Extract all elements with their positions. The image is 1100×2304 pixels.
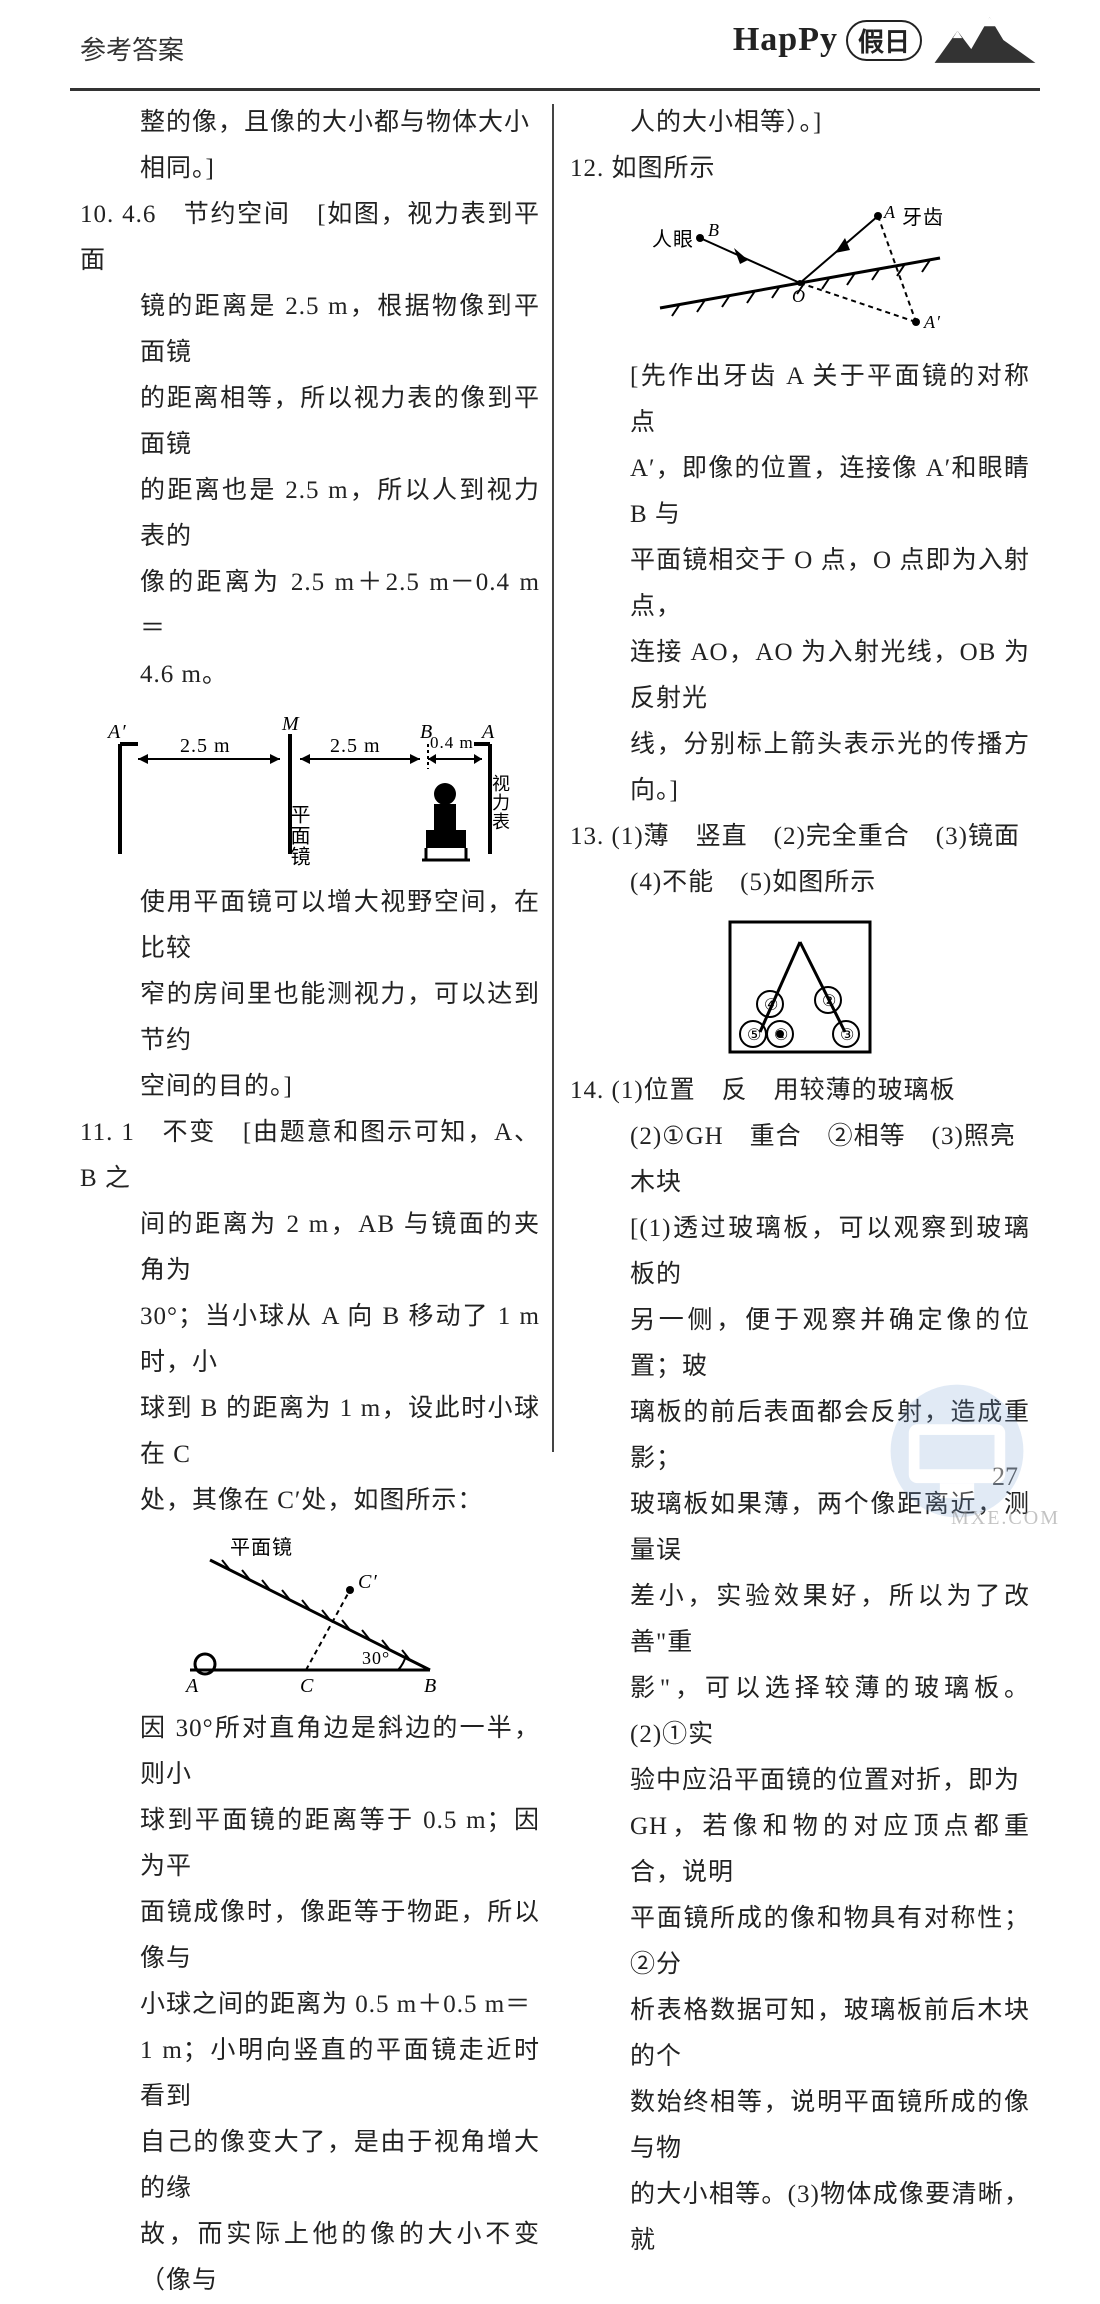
header-underline <box>70 88 1040 91</box>
q10-line: 像的距离为 2.5 m＋2.5 m－0.4 m＝ <box>80 560 540 652</box>
svg-text:平面镜: 平面镜 <box>287 804 310 867</box>
svg-text:A′: A′ <box>106 721 127 743</box>
q11-line: 1 m；小明向竖直的平面镜走近时看到 <box>80 2028 540 2120</box>
q11-line: 11. 1 不变 [由题意和图示可知，A、B 之 <box>80 1110 540 1202</box>
q14-line: 验中应沿平面镜的位置对折，即为 <box>570 1758 1030 1804</box>
q14-line: 的大小相等。(3)物体成像要清晰，就 <box>570 2172 1030 2264</box>
q12-head: 12. 如图所示 <box>570 146 1030 192</box>
page-header: 参考答案 HapPy 假日 <box>0 0 1100 92</box>
svg-text:B: B <box>708 220 720 240</box>
svg-text:A: A <box>883 202 896 222</box>
svg-text:人眼: 人眼 <box>652 228 694 251</box>
brand-block: HapPy 假日 <box>733 10 1040 70</box>
svg-text:B: B <box>424 1675 437 1697</box>
q10-line: 10. 4.6 节约空间 [如图，视力表到平面 <box>80 192 540 284</box>
brand-word: HapPy <box>733 21 838 59</box>
q14-line: 另一侧，便于观察并确定像的位置；玻 <box>570 1298 1030 1390</box>
q11-line: 小球之间的距离为 0.5 m＋0.5 m＝ <box>80 1982 540 2028</box>
q12-line: A′，即像的位置，连接像 A′和眼睛 B 与 <box>570 446 1030 538</box>
q14-line: 析表格数据可知，玻璃板前后木块的个 <box>570 1988 1030 2080</box>
svg-text:A: A <box>480 721 495 743</box>
q10-line: 窄的房间里也能测视力，可以达到节约 <box>80 972 540 1064</box>
svg-text:M: M <box>281 713 300 735</box>
mountain-icon <box>930 10 1040 70</box>
q10-line: 镜的距离是 2.5 m，根据物像到平面镜 <box>80 284 540 376</box>
q10-line: 4.6 m。 <box>80 652 540 698</box>
q11-line: 间的距离为 2 m，AB 与镜面的夹角为 <box>80 1202 540 1294</box>
q14-line: 差小，实验效果好，所以为了改善"重 <box>570 1574 1030 1666</box>
svg-text:牙齿: 牙齿 <box>902 206 944 229</box>
column-divider <box>552 104 554 1452</box>
q10-line: 使用平面镜可以增大视野空间，在比较 <box>80 880 540 972</box>
q11-line: 面镜成像时，像距等于物距，所以像与 <box>80 1890 540 1982</box>
page-number: 27 <box>992 1462 1018 1492</box>
q14-line: 影"，可以选择较薄的玻璃板。(2)①实 <box>570 1666 1030 1758</box>
q13-line: 13. (1)薄 竖直 (2)完全重合 (3)镜面 <box>570 814 1030 860</box>
svg-text:④: ④ <box>764 997 779 1014</box>
q11-line: 球到 B 的距离为 1 m，设此时小球在 C <box>80 1386 540 1478</box>
para: 整的像，且像的大小都与物体大小 <box>80 100 540 146</box>
q11-line: 因 30°所对直角边是斜边的一半，则小 <box>80 1706 540 1798</box>
svg-text:视力表: 视力表 <box>490 774 510 831</box>
q10-line: 的距离也是 2.5 m，所以人到视力表的 <box>80 468 540 560</box>
q11-line: 自己的像变大了，是由于视角增大的缘 <box>80 2120 540 2212</box>
svg-text:30°: 30° <box>362 1648 390 1668</box>
svg-text:A: A <box>184 1675 199 1697</box>
right-column: 人的大小相等）。] 12. 如图所示 <box>570 100 1030 2264</box>
para: 人的大小相等）。] <box>570 100 1030 146</box>
watermark-text: MXE.COM <box>951 1507 1060 1530</box>
q14-line: 璃板的前后表面都会反射，造成重影； <box>570 1390 1030 1482</box>
q12-figure: O B 人眼 A 牙齿 A′ <box>570 198 1030 348</box>
q12-line: 平面镜相交于 O 点，O 点即为入射点， <box>570 538 1030 630</box>
q11-line: 处，其像在 C′处，如图所示： <box>80 1478 540 1524</box>
svg-text:③: ③ <box>840 1027 855 1044</box>
page-body: 整的像，且像的大小都与物体大小 相同。] 10. 4.6 节约空间 [如图，视力… <box>80 100 1020 1460</box>
q14-line: (2)①GH 重合 ②相等 (3)照亮 <box>570 1114 1030 1160</box>
svg-text:②: ② <box>822 993 837 1010</box>
q11-line: 球到平面镜的距离等于 0.5 m；因为平 <box>80 1798 540 1890</box>
q12-line: 线，分别标上箭头表示光的传播方向。] <box>570 722 1030 814</box>
left-column: 整的像，且像的大小都与物体大小 相同。] 10. 4.6 节约空间 [如图，视力… <box>80 100 540 2304</box>
q12-line: [先作出牙齿 A 关于平面镜的对称点 <box>570 354 1030 446</box>
svg-text:A′: A′ <box>923 312 941 332</box>
svg-text:⑤: ⑤ <box>747 1027 762 1044</box>
q12-line: 连接 AO，AO 为入射光线，OB 为反射光 <box>570 630 1030 722</box>
q13-line: (4)不能 (5)如图所示 <box>570 860 1030 906</box>
svg-text:2.5 m: 2.5 m <box>330 735 381 757</box>
q14-line: 数始终相等，说明平面镜所成的像与物 <box>570 2080 1030 2172</box>
svg-text:C: C <box>300 1675 314 1697</box>
para: 相同。] <box>80 146 540 192</box>
svg-text:平面镜: 平面镜 <box>230 1536 293 1559</box>
q10-line: 空间的目的。] <box>80 1064 540 1110</box>
q14-line: 平面镜所成的像和物具有对称性；②分 <box>570 1896 1030 1988</box>
svg-text:0.4 m: 0.4 m <box>430 733 474 752</box>
q14-line: 14. (1)位置 反 用较薄的玻璃板 <box>570 1068 1030 1114</box>
q13-figure: ⑤ ① ④ ② ③ <box>570 912 1030 1062</box>
svg-text:2.5 m: 2.5 m <box>180 735 231 757</box>
q11-line: 故，而实际上他的像的大小不变（像与 <box>80 2212 540 2304</box>
svg-text:C′: C′ <box>358 1571 378 1593</box>
q14-line: 木块 <box>570 1160 1030 1206</box>
q11-line: 30°；当小球从 A 向 B 移动了 1 m 时，小 <box>80 1294 540 1386</box>
q14-line: GH，若像和物的对应顶点都重合，说明 <box>570 1804 1030 1896</box>
q14-line: [(1)透过玻璃板，可以观察到玻璃板的 <box>570 1206 1030 1298</box>
q10-figure: A′ 2.5 m M 平面镜 2.5 m B <box>80 704 540 874</box>
q11-figure: A C B 平面镜 <box>80 1530 540 1700</box>
brand-circle: 假日 <box>846 20 922 61</box>
q10-line: 的距离相等，所以视力表的像到平面镜 <box>80 376 540 468</box>
svg-text:O: O <box>792 286 806 306</box>
